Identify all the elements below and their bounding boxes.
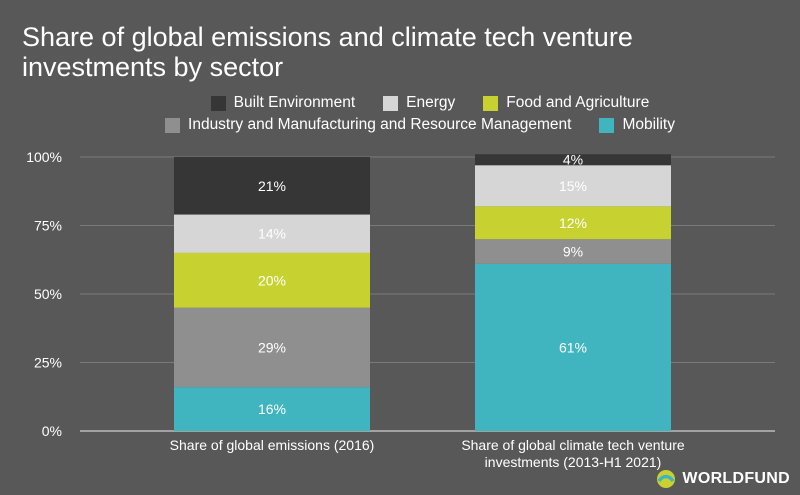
legend-label: Mobility (622, 116, 675, 133)
y-tick-label: 100% (26, 149, 62, 165)
legend-swatch (383, 95, 399, 111)
data-label: 12% (559, 215, 587, 231)
y-tick-label: 75% (34, 218, 62, 234)
legend-label: Energy (406, 94, 456, 111)
x-category-label: Share of global emissions (2016) (170, 437, 375, 453)
legend-swatch (599, 117, 615, 133)
worldfund-logo-text: WORLDFUND (682, 470, 790, 487)
bar-segment (174, 387, 370, 431)
data-label: 61% (559, 339, 587, 355)
legend: Built Environment Energy Food and Agricult… (0, 92, 800, 136)
data-label: 21% (258, 178, 286, 194)
legend-label: Built Environment (233, 94, 356, 111)
legend-item: Built Environment (210, 94, 356, 112)
data-label: 29% (258, 339, 286, 355)
data-label: 14% (258, 226, 286, 242)
worldfund-logo-icon (657, 470, 676, 488)
data-label: 16% (258, 401, 286, 417)
legend-item: Food and Agriculture (483, 94, 649, 112)
x-category-label: investments (2013-H1 2021) (485, 454, 662, 470)
y-tick-label: 25% (34, 355, 62, 371)
bar-segment (475, 154, 671, 166)
legend-label: Food and Agriculture (506, 94, 650, 111)
bar-segment (475, 239, 671, 264)
y-tick-label: 0% (42, 423, 62, 439)
data-label: 9% (563, 244, 583, 260)
legend-swatch (483, 95, 499, 111)
bar-segment (475, 165, 671, 207)
bar-segment (475, 206, 671, 240)
bar-segment (174, 252, 370, 308)
legend-swatch (210, 95, 226, 111)
bar-segment (174, 214, 370, 253)
bar-segment (174, 307, 370, 388)
legend-label: Industry and Manufacturing and Resource … (188, 116, 572, 133)
data-label: 4% (563, 152, 583, 168)
bar-segment (174, 157, 370, 215)
bar-segment (475, 263, 671, 431)
y-tick-label: 50% (34, 286, 62, 302)
data-label: 15% (559, 178, 587, 194)
data-label: 20% (258, 272, 286, 288)
legend-item: Mobility (599, 116, 675, 134)
legend-swatch (165, 117, 181, 133)
x-category-label: Share of global climate tech venture (461, 437, 685, 453)
chart-title: Share of global emissions and climate te… (22, 22, 633, 82)
legend-item: Energy (383, 94, 455, 112)
legend-item: Industry and Manufacturing and Resource … (165, 116, 571, 134)
worldfund-logo: WORLDFUND (656, 469, 790, 489)
